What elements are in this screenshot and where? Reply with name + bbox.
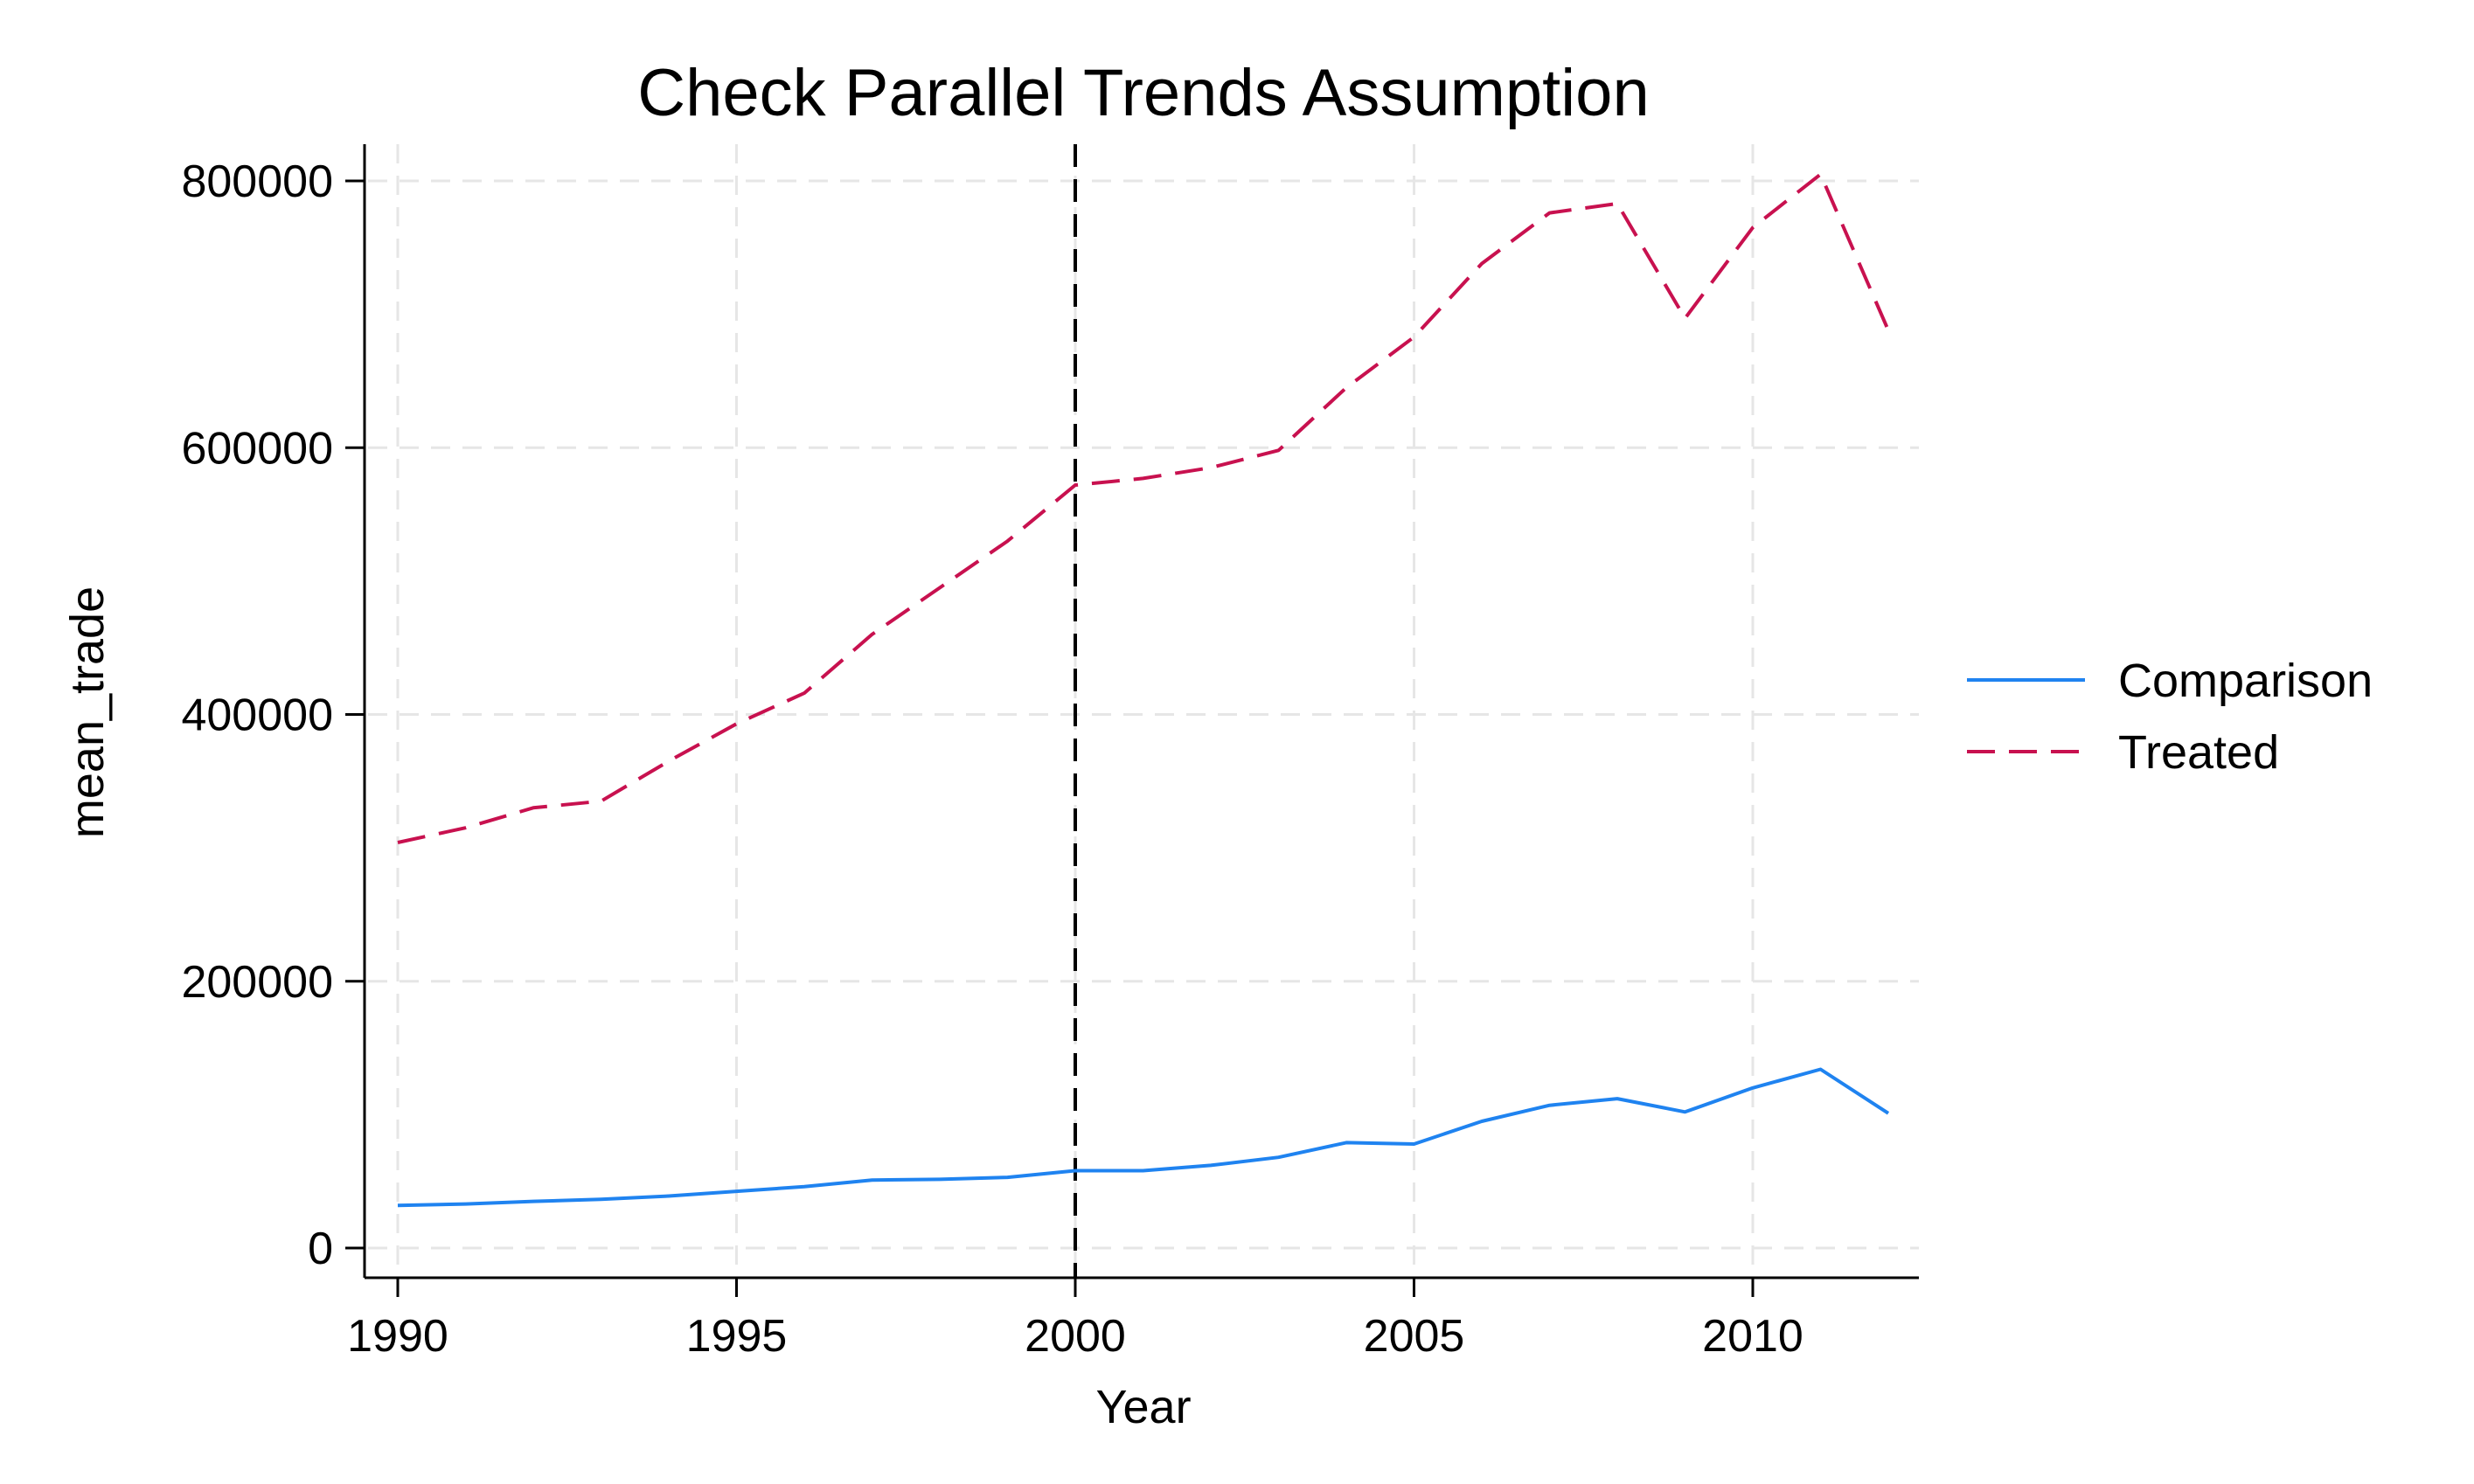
x-axis-title: Year (1095, 1381, 1191, 1433)
x-tick-label: 1995 (686, 1311, 788, 1362)
gridlines (368, 144, 1919, 1274)
series-line-comparison (397, 1067, 1890, 1208)
x-tick-label: 2005 (1364, 1311, 1465, 1362)
tick-labels: 0 200000 400000 600000 800000 1990 1995 2000 200… (181, 156, 1803, 1362)
y-tick-label: 400000 (181, 690, 333, 741)
series-group (397, 172, 1890, 1208)
y-tick-label: 600000 (181, 423, 333, 474)
x-tick-label: 1990 (347, 1311, 448, 1362)
x-tick-label: 2000 (1025, 1311, 1126, 1362)
y-tick-label: 200000 (181, 957, 333, 1008)
axes (345, 144, 1919, 1297)
series-line-treated (397, 172, 1890, 844)
y-tick-label: 0 (308, 1224, 333, 1274)
legend: Comparison Treated (1967, 655, 2373, 779)
legend-label-treated: Treated (2118, 726, 2279, 779)
y-tick-label: 800000 (181, 156, 333, 207)
x-tick-label: 2010 (1702, 1311, 1803, 1362)
y-axis-title: mean_trade (61, 586, 114, 838)
legend-label-comparison: Comparison (2118, 655, 2373, 707)
chart-title: Check Parallel Trends Assumption (637, 56, 1649, 130)
